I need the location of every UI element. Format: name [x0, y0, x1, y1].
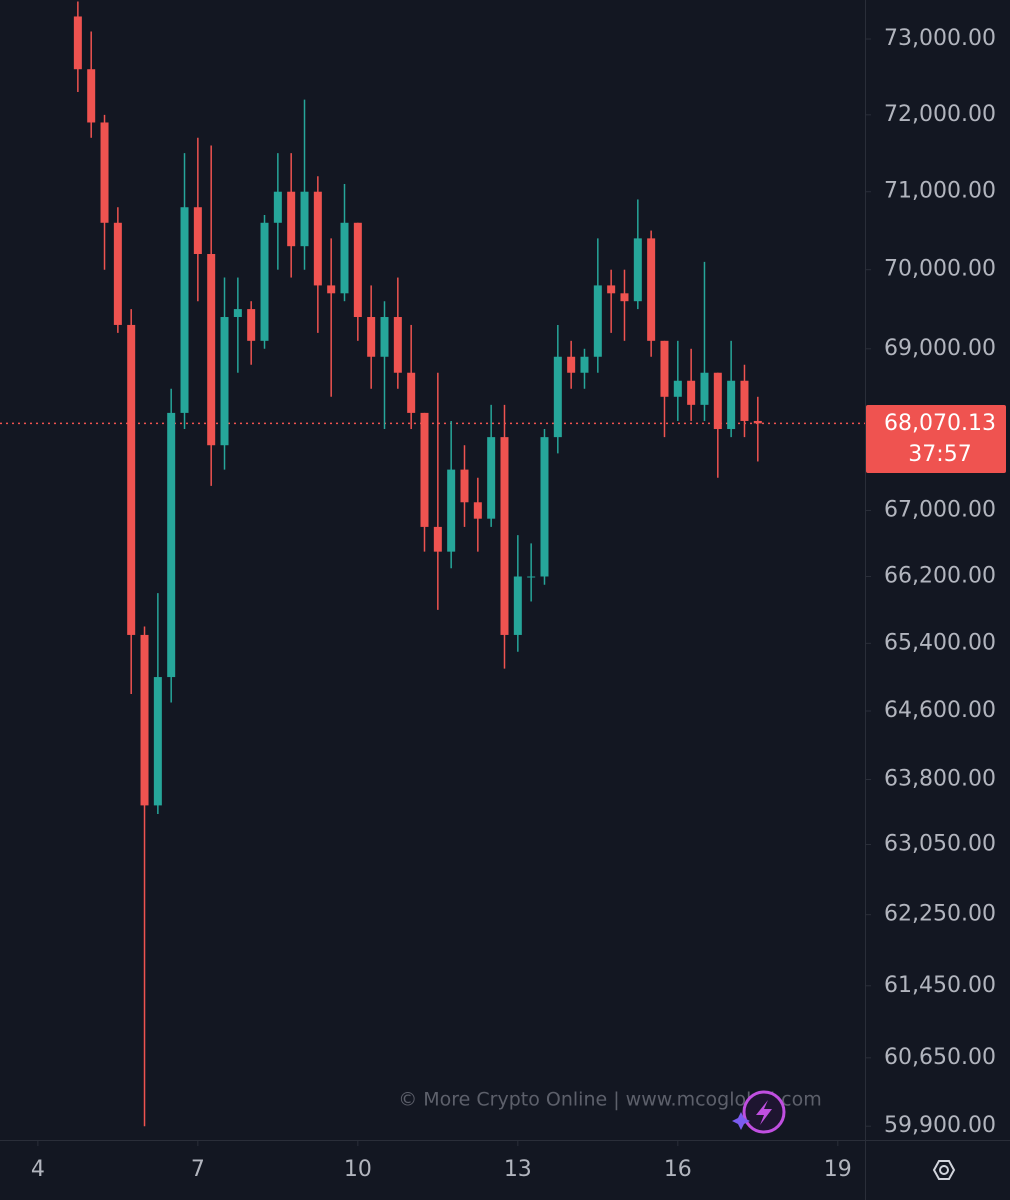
candle-body: [193, 207, 202, 255]
candle-body: [340, 222, 349, 294]
last-price-box: [866, 405, 1006, 473]
candle-body: [393, 317, 402, 373]
candle-body: [687, 380, 696, 405]
candle-body: [420, 412, 429, 527]
y-tick-label: 71,000.00: [884, 179, 996, 204]
candle-body: [753, 420, 762, 424]
candle-body: [513, 576, 522, 635]
candle-body: [713, 372, 722, 430]
last-price-label: 68,070.13: [884, 411, 996, 436]
candle-body: [207, 254, 216, 446]
candle-body: [700, 372, 709, 405]
x-tick-label: 19: [824, 1157, 852, 1182]
candle-body: [740, 380, 749, 421]
candle-body: [167, 412, 176, 678]
candle-body: [87, 69, 96, 123]
y-tick-label: 66,200.00: [884, 564, 996, 589]
candle-body: [313, 191, 322, 286]
candle-body: [327, 285, 336, 294]
y-tick-label: 65,400.00: [884, 630, 996, 655]
candle-body: [633, 238, 642, 302]
y-tick-label: 73,000.00: [884, 26, 996, 51]
x-tick-label: 10: [344, 1157, 372, 1182]
y-tick-label: 63,800.00: [884, 766, 996, 791]
candle-body: [593, 285, 602, 357]
y-tick-label: 60,650.00: [884, 1045, 996, 1070]
y-tick-label: 62,250.00: [884, 902, 996, 927]
candle-body: [553, 356, 562, 438]
candle-body: [673, 380, 682, 397]
candle-body: [660, 340, 669, 397]
candle-body: [247, 309, 256, 341]
candle-body: [433, 526, 442, 552]
y-tick-label: 69,000.00: [884, 336, 996, 361]
watermark: © More Crypto Online | www.mcoglobal.com: [398, 1089, 822, 1111]
x-tick-label: 7: [191, 1157, 205, 1182]
y-tick-label: 59,900.00: [884, 1113, 996, 1138]
candle-body: [607, 285, 616, 294]
candle-body: [367, 317, 376, 357]
candle-body: [567, 356, 576, 373]
candle-body: [100, 122, 109, 223]
candle-body: [647, 238, 656, 341]
candle-body: [220, 317, 229, 446]
candle-body: [353, 222, 362, 318]
candle-body: [73, 16, 82, 70]
settings-icon[interactable]: [932, 1160, 956, 1180]
candle-body: [233, 309, 242, 318]
candle-body: [260, 222, 269, 341]
candle-body: [113, 222, 122, 325]
x-tick-label: 16: [664, 1157, 692, 1182]
candle-body: [527, 576, 536, 578]
candle-body: [580, 356, 589, 373]
candle-body: [460, 469, 469, 503]
y-tick-label: 67,000.00: [884, 497, 996, 522]
logo-icon: [732, 1090, 786, 1134]
x-tick-label: 4: [31, 1157, 45, 1182]
candle-body: [153, 677, 162, 806]
candle-body: [540, 437, 549, 577]
y-tick-label: 61,450.00: [884, 973, 996, 998]
candle-body: [407, 372, 416, 413]
candle-body: [620, 293, 629, 302]
candle-body: [447, 469, 456, 552]
candle-body: [473, 502, 482, 519]
plot-area: [0, 1, 865, 1127]
candle-body: [727, 380, 736, 430]
candle-body: [380, 317, 389, 357]
candle-body: [140, 634, 149, 806]
candle-body: [487, 437, 496, 519]
candle-body: [180, 207, 189, 413]
y-tick-label: 63,050.00: [884, 831, 996, 856]
candle-body: [500, 437, 509, 635]
candle-body: [287, 191, 296, 247]
y-tick-label: 72,000.00: [884, 102, 996, 127]
candle-body: [273, 191, 282, 223]
y-tick-label: 70,000.00: [884, 257, 996, 282]
y-tick-label: 64,600.00: [884, 698, 996, 723]
x-tick-label: 13: [504, 1157, 532, 1182]
candle-body: [300, 191, 309, 247]
candle-body: [127, 324, 136, 635]
countdown: 37:57: [908, 442, 971, 467]
